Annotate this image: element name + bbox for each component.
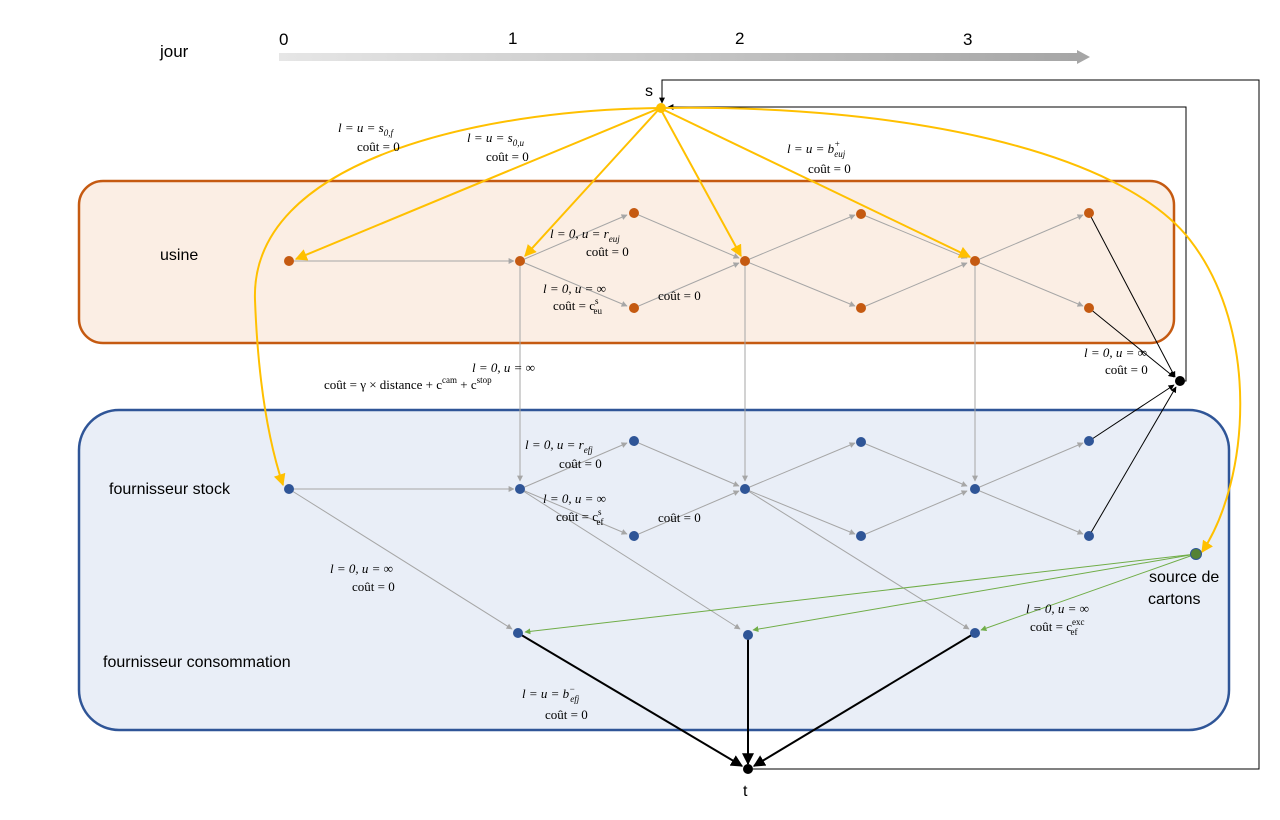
usine-node [515, 256, 525, 266]
node-s-label: s [645, 83, 653, 100]
timeline-label: jour [159, 42, 189, 61]
usine-node [856, 209, 866, 219]
consommation-nodes [513, 628, 980, 640]
usine-region [77, 179, 1176, 345]
consumption-to-t-edges [517, 632, 976, 767]
source-cartons-label-2: cartons [1148, 591, 1200, 608]
usine-node [284, 256, 294, 266]
node-t [743, 764, 753, 774]
conso-node [970, 628, 980, 638]
usine-node [1084, 303, 1094, 313]
label-refj-line2: coût = 0 [559, 456, 602, 471]
label-s0u-line2: coût = 0 [486, 149, 529, 164]
label-stock-wait: coût = 0 [658, 510, 701, 525]
stock-node [856, 531, 866, 541]
label-s0f-line2: coût = 0 [357, 139, 400, 154]
edge-labels: l = u = s0,f coût = 0 l = u = s0,u coût … [324, 120, 1148, 722]
label-usine-wait: coût = 0 [658, 288, 701, 303]
row-label-stock: fournisseur stock [109, 481, 231, 498]
label-reuj-line1: l = 0, u = reuj [550, 226, 620, 244]
usine-node [1084, 208, 1094, 218]
label-sink-line1: l = 0, u = ∞ [1084, 345, 1147, 360]
conso-node [513, 628, 523, 638]
label-conso-line1: l = 0, u = ∞ [330, 561, 393, 576]
label-cexc-line1: l = 0, u = ∞ [1026, 601, 1089, 616]
stock-node [740, 484, 750, 494]
stock-node [1084, 531, 1094, 541]
stock-grey-edges [288, 440, 1084, 630]
conso-node [743, 630, 753, 640]
day-label-0: 0 [279, 30, 288, 49]
label-cef-line2: coût = cs ef [556, 507, 604, 527]
fournisseur-region [77, 408, 1231, 732]
label-befj-line2: coût = 0 [545, 707, 588, 722]
timeline-bar [279, 53, 1077, 61]
label-transport-line1: l = 0, u = ∞ [472, 360, 535, 375]
label-transport-line2: coût = γ × distance + ccam + cstop [324, 375, 492, 392]
label-beuj-line2: coût = 0 [808, 161, 851, 176]
label-refj-line1: l = 0, u = refj [525, 437, 593, 455]
black-edges [659, 79, 1260, 770]
row-label-consommation: fournisseur consommation [103, 654, 291, 671]
node-s [656, 103, 666, 113]
usine-node [629, 303, 639, 313]
row-label-usine: usine [160, 247, 198, 264]
label-sink-line2: coût = 0 [1105, 362, 1148, 377]
timeline-arrowhead [1077, 50, 1090, 64]
label-conso-line2: coût = 0 [352, 579, 395, 594]
usine-node [740, 256, 750, 266]
node-t-label: t [743, 783, 748, 800]
usine-node [629, 208, 639, 218]
label-reuj-line2: coût = 0 [586, 244, 629, 259]
label-befj-line1: l = u = b− efj [522, 684, 580, 704]
usine-node [856, 303, 866, 313]
stock-nodes [284, 436, 1094, 541]
day-label-3: 3 [963, 30, 972, 49]
stock-node [1084, 436, 1094, 446]
stock-node [629, 531, 639, 541]
day-label-2: 2 [735, 29, 744, 48]
stock-node [856, 437, 866, 447]
label-beuj-line1: l = u = b+ euj [787, 139, 846, 159]
stock-node [515, 484, 525, 494]
label-ceu-line2: coût = cs eu [553, 296, 602, 316]
label-ceu-line1: l = 0, u = ∞ [543, 281, 606, 296]
day-label-1: 1 [508, 29, 517, 48]
stock-node [284, 484, 294, 494]
stock-node [970, 484, 980, 494]
node-sink [1175, 376, 1185, 386]
yellow-edges [253, 106, 1242, 553]
label-s0f-line1: l = u = s0,f [338, 120, 394, 138]
label-cexc-line2: coût = cexc ef [1030, 617, 1084, 637]
green-edges [524, 553, 1197, 635]
usine-grey-edges [289, 212, 1084, 482]
source-cartons-label-1: source de [1149, 569, 1219, 586]
timeline: jour 0 1 2 3 [159, 29, 1090, 64]
label-s0u-line1: l = u = s0,u [467, 130, 524, 148]
stock-node [629, 436, 639, 446]
usine-nodes [284, 208, 1094, 313]
node-source-cartons [1190, 548, 1202, 560]
usine-node [970, 256, 980, 266]
label-cef-line1: l = 0, u = ∞ [543, 491, 606, 506]
